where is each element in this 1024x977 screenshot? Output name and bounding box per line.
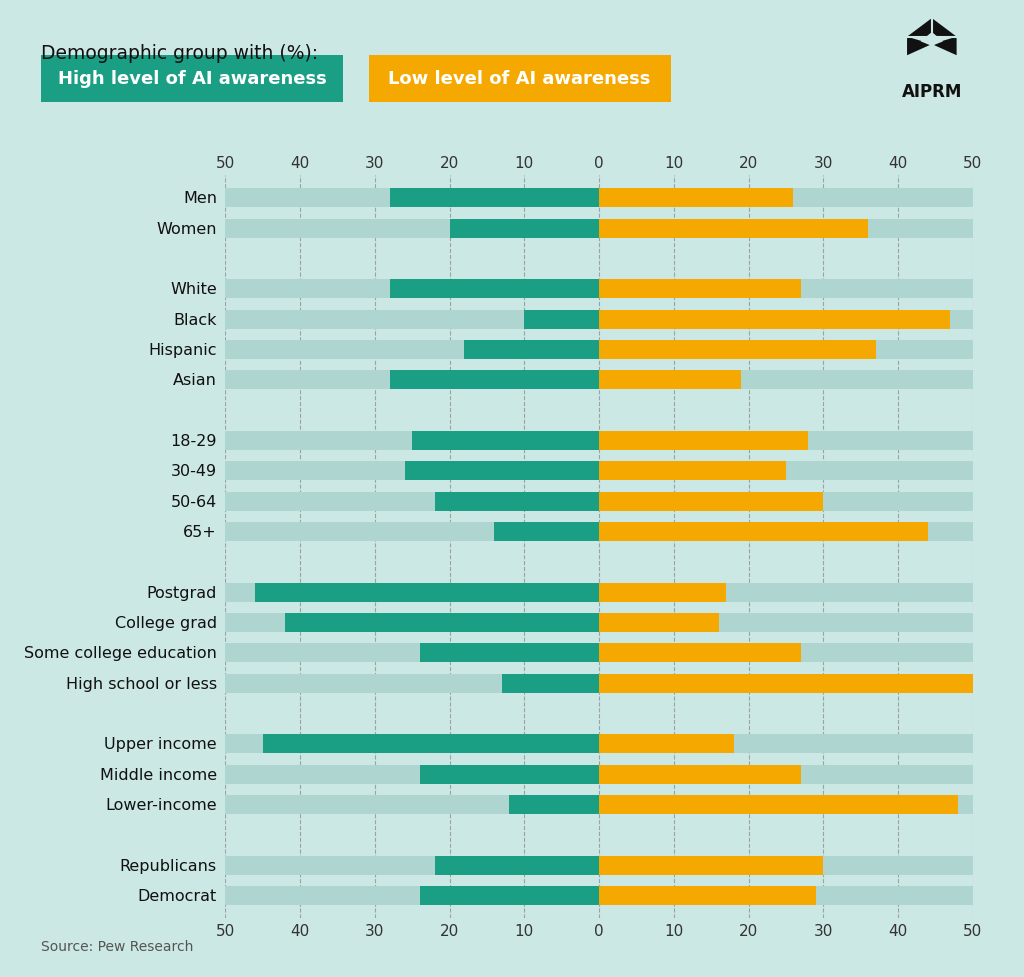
Bar [225, 614, 599, 632]
Bar [599, 674, 973, 693]
Bar [225, 523, 599, 541]
Bar [599, 190, 794, 208]
Bar [390, 280, 599, 299]
Bar [390, 190, 599, 208]
Bar [225, 311, 599, 329]
Bar [599, 432, 808, 450]
Text: Source: Pew Research: Source: Pew Research [41, 939, 194, 953]
Bar [599, 341, 876, 360]
Bar [599, 462, 973, 481]
Bar [599, 523, 973, 541]
Bar [404, 462, 599, 481]
Bar [599, 311, 973, 329]
Bar [599, 220, 973, 238]
Bar [599, 765, 973, 784]
Bar [225, 674, 599, 693]
Bar [599, 735, 733, 753]
Bar [599, 674, 973, 693]
Bar [225, 341, 599, 360]
Text: AIPRM: AIPRM [902, 82, 962, 101]
Bar [599, 856, 973, 874]
Bar [599, 614, 719, 632]
Bar [285, 614, 599, 632]
Bar [225, 795, 599, 814]
Bar [599, 795, 973, 814]
Bar [599, 583, 973, 602]
Bar [599, 311, 950, 329]
Bar [599, 341, 973, 360]
Bar [225, 190, 599, 208]
Bar [599, 432, 973, 450]
Bar [420, 765, 599, 784]
Bar [225, 280, 599, 299]
Bar [225, 856, 599, 874]
Bar [599, 856, 823, 874]
Text: Demographic group with (%):: Demographic group with (%): [41, 44, 318, 63]
Bar [502, 674, 599, 693]
Bar [599, 280, 973, 299]
Bar [599, 614, 973, 632]
Bar [599, 492, 973, 511]
Bar [420, 644, 599, 662]
Bar [412, 432, 599, 450]
Bar [225, 886, 599, 905]
Bar [599, 190, 973, 208]
Polygon shape [907, 37, 932, 56]
Text: High level of AI awareness: High level of AI awareness [57, 70, 327, 88]
Bar [450, 220, 599, 238]
Polygon shape [907, 20, 956, 37]
Bar [599, 280, 801, 299]
Bar [599, 795, 957, 814]
Bar [599, 220, 868, 238]
Bar [262, 735, 599, 753]
Bar [225, 462, 599, 481]
Bar [599, 523, 928, 541]
Bar [465, 341, 599, 360]
Polygon shape [921, 33, 943, 47]
Bar [225, 492, 599, 511]
Bar [420, 886, 599, 905]
Bar [225, 220, 599, 238]
Bar [599, 462, 786, 481]
Bar [225, 583, 599, 602]
Bar [599, 644, 801, 662]
Bar [599, 886, 816, 905]
Text: Low level of AI awareness: Low level of AI awareness [388, 70, 651, 88]
Bar [434, 856, 599, 874]
Bar [225, 432, 599, 450]
Bar [225, 765, 599, 784]
Bar [599, 492, 823, 511]
Bar [524, 311, 599, 329]
Bar [599, 371, 741, 390]
Polygon shape [932, 37, 956, 56]
Bar [390, 371, 599, 390]
Bar [509, 795, 599, 814]
Bar [599, 765, 801, 784]
Bar [225, 644, 599, 662]
Bar [599, 371, 973, 390]
Bar [255, 583, 599, 602]
Bar [225, 735, 599, 753]
Bar [434, 492, 599, 511]
Bar [599, 735, 973, 753]
Bar [495, 523, 599, 541]
Bar [599, 644, 973, 662]
Bar [599, 583, 726, 602]
Bar [599, 886, 973, 905]
Bar [225, 371, 599, 390]
